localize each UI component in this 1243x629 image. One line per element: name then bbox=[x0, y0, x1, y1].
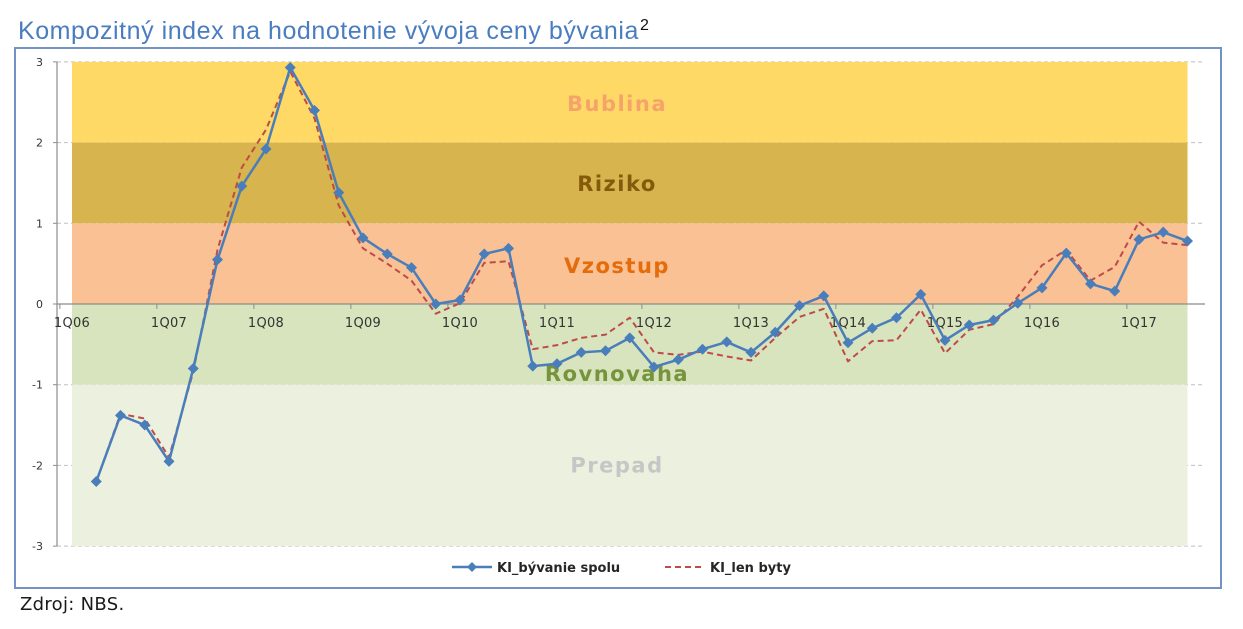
data-point-marker bbox=[381, 248, 393, 260]
x-tick-label: 1Q06 bbox=[54, 316, 90, 331]
x-tick-label: 1Q16 bbox=[1024, 316, 1060, 331]
data-point-marker bbox=[939, 334, 951, 346]
data-point-marker bbox=[818, 290, 830, 302]
data-point-marker bbox=[551, 358, 563, 370]
data-point-marker bbox=[721, 336, 733, 348]
data-point-marker bbox=[697, 343, 708, 355]
title-footnote-mark: 2 bbox=[639, 17, 649, 34]
data-point-marker bbox=[866, 322, 878, 334]
data-point-marker bbox=[478, 248, 490, 260]
x-tick-label: 1Q10 bbox=[442, 316, 478, 331]
x-tick-label: 1Q08 bbox=[248, 316, 284, 331]
legend-item-ki-len-byty: KI_len byty bbox=[665, 561, 791, 576]
data-point-marker bbox=[357, 232, 369, 244]
x-tick-label: 1Q09 bbox=[345, 316, 381, 331]
data-point-marker bbox=[915, 288, 927, 300]
x-tick-label: 1Q15 bbox=[927, 316, 963, 331]
chart-title: Kompozitný index na hodnotenie vývoja ce… bbox=[18, 11, 649, 46]
zone-band-riziko bbox=[72, 142, 1188, 224]
legend-label-ki-len-byty: KI_len byty bbox=[710, 561, 791, 576]
data-point-marker bbox=[891, 312, 902, 324]
composite-index-line-chart: Bublina Riziko Vzostup Rovnovaha Prepad 3 2 1 0 -… bbox=[32, 56, 1205, 576]
data-point-marker bbox=[236, 180, 248, 192]
zone-label-rovnovaha: Rovnovaha bbox=[545, 362, 689, 386]
legend-marker-ki-byvanie-spolu bbox=[467, 562, 477, 572]
y-tick-label: 3 bbox=[36, 56, 43, 69]
x-tick-label: 1Q11 bbox=[539, 316, 575, 331]
data-point-marker bbox=[1157, 226, 1169, 238]
data-point-marker bbox=[90, 476, 102, 488]
data-point-marker bbox=[333, 187, 345, 199]
data-point-marker bbox=[1036, 282, 1048, 294]
x-tick-label: 1Q07 bbox=[151, 316, 187, 331]
y-tick-label: 2 bbox=[36, 137, 43, 150]
data-point-marker bbox=[1109, 285, 1121, 297]
y-tick-label: 1 bbox=[36, 217, 43, 230]
x-tick-label: 1Q17 bbox=[1121, 316, 1157, 331]
data-point-marker bbox=[769, 326, 781, 338]
data-point-marker bbox=[988, 314, 999, 326]
data-point-marker bbox=[163, 455, 175, 467]
data-point-marker bbox=[672, 354, 684, 366]
legend-label-ki-byvanie-spolu: KI_bývanie spolu bbox=[497, 561, 620, 576]
data-point-marker bbox=[648, 361, 660, 373]
data-point-marker bbox=[187, 363, 199, 375]
legend-item-ki-byvanie-spolu: KI_bývanie spolu bbox=[452, 561, 620, 576]
zone-label-riziko: Riziko bbox=[577, 172, 657, 196]
data-point-marker bbox=[575, 346, 587, 358]
data-point-marker bbox=[139, 419, 151, 431]
data-point-marker bbox=[260, 143, 272, 155]
data-point-marker bbox=[309, 104, 320, 116]
zone-band-bublina bbox=[72, 61, 1188, 143]
data-point-marker bbox=[406, 262, 417, 274]
data-point-marker bbox=[794, 300, 805, 312]
data-point-marker bbox=[430, 298, 442, 310]
chart-frame: Bublina Riziko Vzostup Rovnovaha Prepad 3 2 1 0 -… bbox=[14, 47, 1222, 589]
zone-label-bublina: Bublina bbox=[567, 92, 667, 116]
source-note: Zdroj: NBS. bbox=[20, 594, 125, 615]
zone-label-prepad: Prepad bbox=[570, 453, 663, 477]
data-point-marker bbox=[1182, 235, 1193, 247]
data-point-marker bbox=[600, 345, 611, 357]
x-tick-label: 1Q12 bbox=[636, 316, 672, 331]
data-point-marker bbox=[212, 254, 223, 266]
data-point-marker bbox=[503, 242, 514, 254]
data-point-marker bbox=[284, 62, 296, 74]
data-point-marker bbox=[963, 319, 975, 331]
zone-bands: Bublina Riziko Vzostup Rovnovaha Prepad bbox=[72, 61, 1188, 547]
y-tick-label: 0 bbox=[36, 298, 43, 311]
markers-ki-byvanie-spolu bbox=[90, 62, 1193, 488]
data-point-marker bbox=[1060, 247, 1072, 259]
zone-band-vzostup bbox=[72, 223, 1188, 304]
series-line-ki-byvanie-spolu bbox=[95, 66, 1188, 482]
data-point-marker bbox=[527, 360, 539, 372]
y-tick-label: -2 bbox=[32, 459, 43, 472]
data-point-marker bbox=[624, 332, 636, 344]
data-point-marker bbox=[1085, 278, 1096, 290]
data-point-marker bbox=[115, 409, 126, 421]
data-point-marker bbox=[1133, 233, 1145, 245]
zone-band-prepad bbox=[72, 384, 1188, 547]
chart-title-text: Kompozitný index na hodnotenie vývoja ce… bbox=[18, 17, 639, 45]
data-point-marker bbox=[745, 346, 757, 358]
data-point-marker bbox=[842, 337, 854, 349]
y-tick-label: -3 bbox=[32, 540, 43, 553]
y-tick-label: -1 bbox=[32, 379, 43, 392]
data-point-marker bbox=[454, 294, 466, 306]
x-tick-label: 1Q13 bbox=[733, 316, 769, 331]
zone-label-vzostup: Vzostup bbox=[564, 254, 670, 278]
data-point-marker bbox=[1012, 297, 1024, 309]
